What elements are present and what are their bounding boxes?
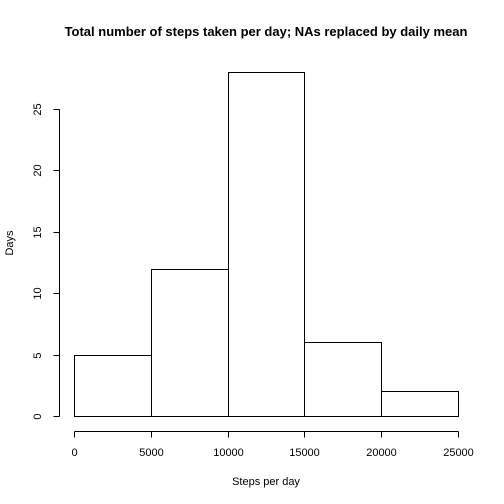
y-tick-label: 15 (32, 226, 44, 238)
x-tick-label: 20000 (366, 447, 397, 459)
y-axis-label: Days (4, 230, 16, 256)
y-tick-label: 5 (32, 352, 44, 358)
x-tick-label: 25000 (443, 447, 474, 459)
x-tick-label: 15000 (289, 447, 320, 459)
histogram-bar-4 (304, 342, 382, 417)
x-axis: 0 5000 10000 15000 20000 25000 (71, 431, 474, 459)
bars-group (74, 72, 459, 417)
x-tick-label: 0 (71, 447, 77, 459)
histogram-bar-5 (381, 391, 459, 417)
x-tick-label: 5000 (139, 447, 163, 459)
y-tick-label: 25 (32, 103, 44, 115)
histogram-bar-3 (228, 72, 305, 417)
x-axis-label: Steps per day (232, 476, 300, 488)
x-tick-label: 10000 (213, 447, 244, 459)
histogram-bar-2 (151, 269, 229, 417)
y-tick-label: 10 (32, 287, 44, 299)
histogram-bar-1 (74, 355, 152, 417)
y-axis: 0 5 10 15 20 25 (32, 103, 60, 420)
y-tick-label: 0 (32, 413, 44, 419)
chart-title: Total number of steps taken per day; NAs… (65, 24, 468, 39)
y-tick-label: 20 (32, 164, 44, 176)
